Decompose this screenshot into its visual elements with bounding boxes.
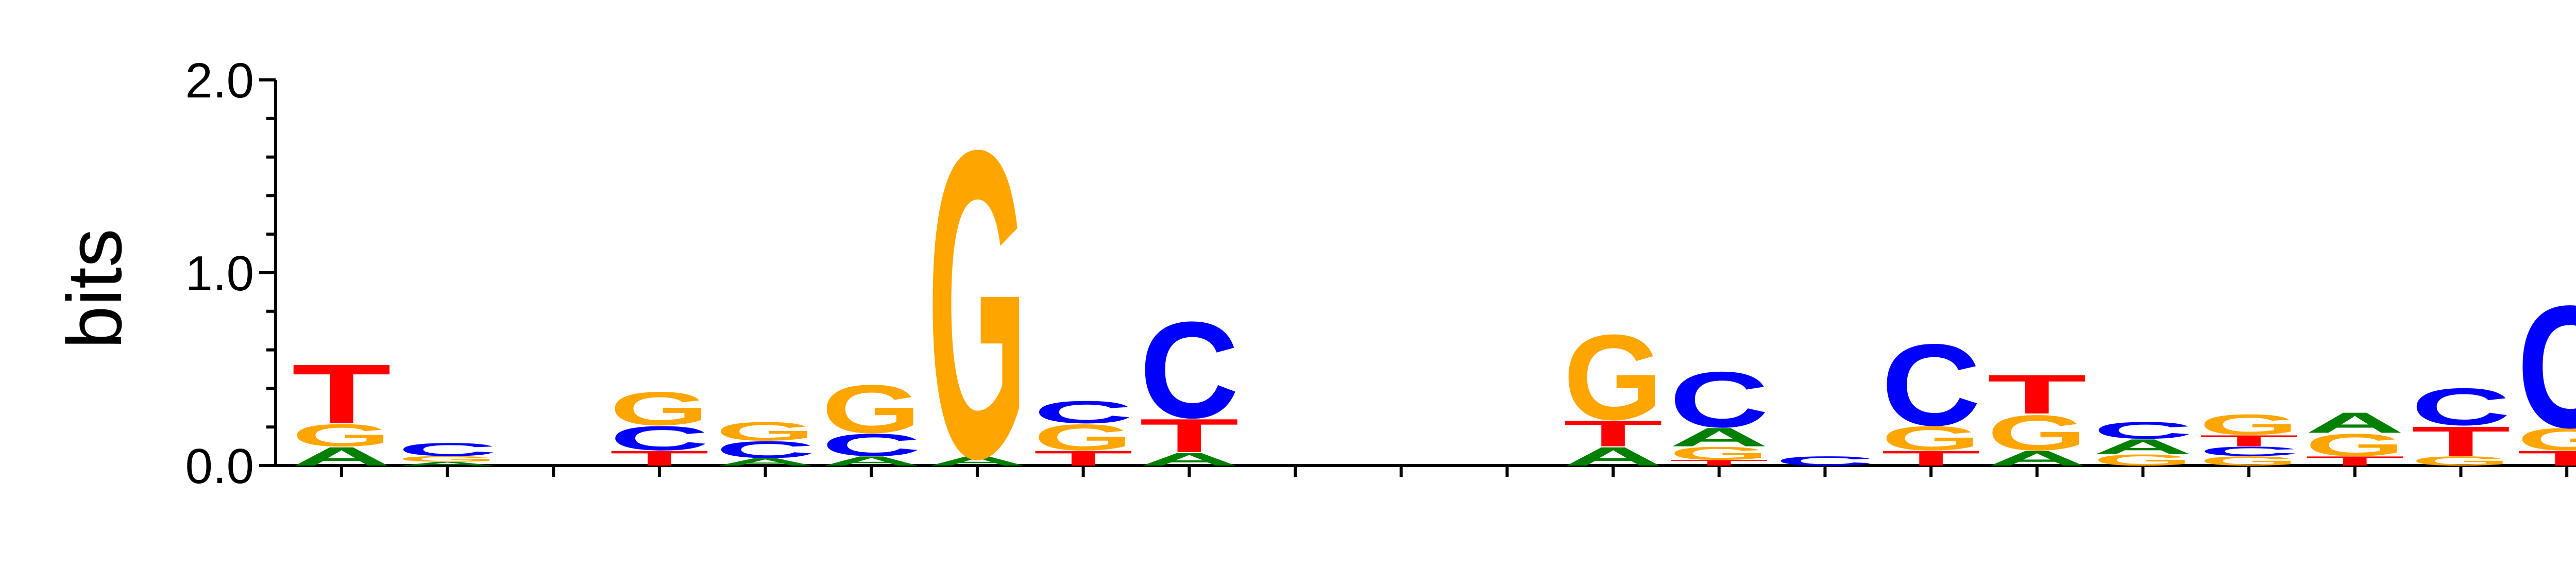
letter-G: G [292,418,391,453]
letter-T: T [2517,446,2576,470]
letter-G: G [1563,310,1663,445]
letter-A: A [2305,406,2404,439]
letter-C: C [716,436,815,463]
letter-G: G [1881,419,1980,458]
stack-position-21: GTC [2411,377,2511,469]
letter-G: G [2199,408,2298,441]
y-axis-label: bits [51,228,138,349]
stack-position-20: TGA [2305,406,2404,468]
stack-position-8: TGC [1033,394,1133,470]
stack-position-18: GAC [2093,417,2193,469]
letter-T: T [1669,458,1769,467]
letter-C: C [398,439,497,460]
stack-position-9: ATC [1140,293,1239,470]
letter-G: G [2411,454,2511,469]
letter-A: A [1140,449,1239,470]
letter-T: T [2305,454,2404,469]
letter-G: G [822,371,921,448]
letter-C: C [1033,394,1133,430]
stack-position-7: AG [927,59,1027,549]
stack-position-16: TGC [1881,320,1980,470]
letter-A: A [1669,422,1769,452]
letter-C: C [609,419,709,457]
letter-G: G [398,455,497,463]
letter-T: T [609,446,709,470]
y-tick-label: 0.0 [185,439,254,494]
letter-T: T [292,347,391,441]
letter-G: G [1669,443,1769,463]
letter-G: G [2199,454,2298,469]
stack-position-22: TGC [2517,269,2576,470]
stack-position-4: TCG [609,382,709,470]
letter-G: G [2517,422,2576,457]
stack-position-15: C [1775,454,1875,469]
letter-T: T [2199,432,2298,450]
letter-C: C [1669,355,1769,444]
letter-C: C [2517,269,2576,464]
letter-C: C [2093,417,2193,444]
letter-G: G [1033,417,1133,458]
letter-T: T [1987,363,2087,425]
letter-G: G [2093,451,2193,469]
stack-position-1: AGT [292,347,391,471]
letter-G: G [1987,405,2087,461]
y-axis: 0.0 1.0 2.0 [185,53,277,494]
letter-T: T [2411,418,2511,465]
letter-G: G [2305,427,2404,463]
stack-position-17: AGT [1987,363,2087,470]
letter-T: T [1563,413,1663,454]
letter-A: A [1563,442,1663,471]
letter-C: C [2411,377,2511,436]
y-tick-label: 1.0 [185,246,254,301]
letter-G: G [716,417,815,446]
y-tick-label: 2.0 [185,53,254,108]
letter-A: A [927,454,1027,469]
stack-position-13: ATG [1563,310,1663,471]
stack-position-5: ACG [716,417,815,468]
letter-A: A [716,456,815,468]
letter-C: C [2199,444,2298,459]
letter-T: T [1033,446,1133,470]
letter-A: A [398,461,497,467]
letter-T: T [1881,446,1980,470]
stack-position-2: AGC [398,439,497,467]
letter-T: T [1140,409,1239,462]
x-axis [276,464,2576,477]
letter-A: A [1987,446,2087,470]
stack-position-6: ACG [822,371,921,468]
letter-C: C [822,427,921,463]
letter-G: G [609,382,709,435]
letter-A: A [822,454,921,469]
letter-C: C [1775,454,1875,469]
letter-A: A [2093,435,2193,459]
letter-C: C [1140,293,1239,446]
letter-C: C [1881,320,1980,450]
letter-G: G [927,59,1027,549]
letter-A: A [292,442,391,471]
